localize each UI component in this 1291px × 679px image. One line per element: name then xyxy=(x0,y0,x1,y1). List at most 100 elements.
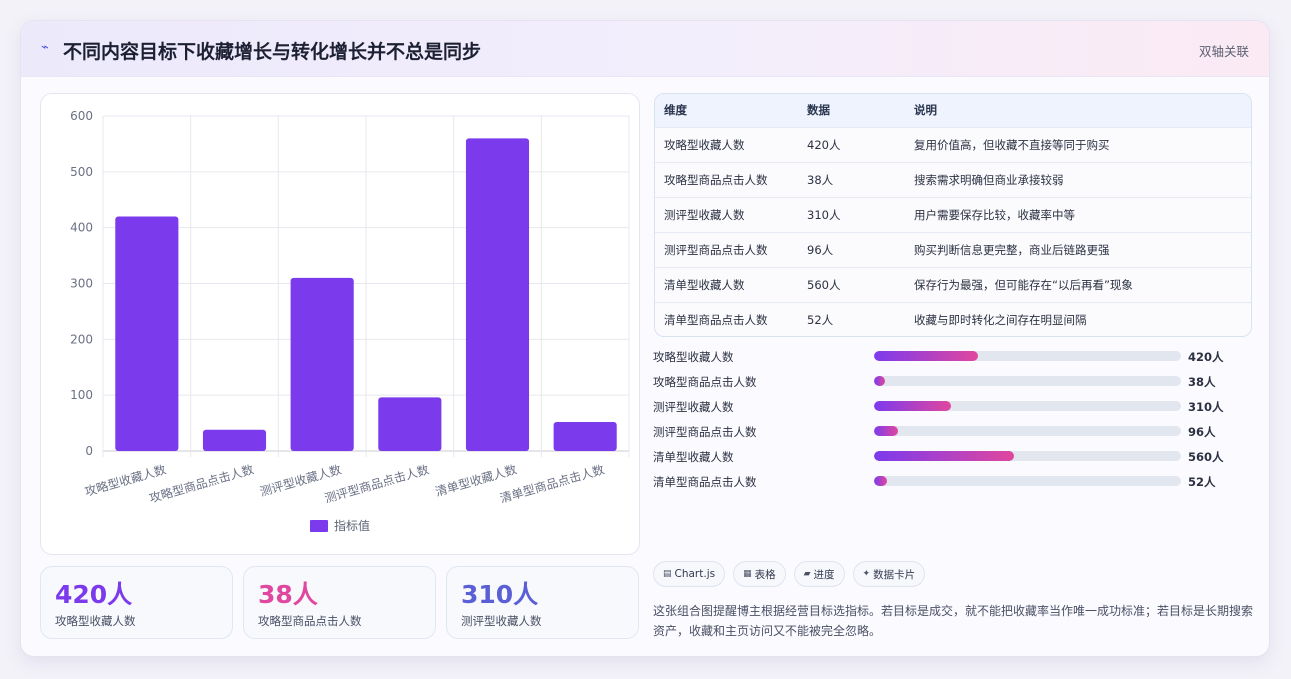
chip-label: 数据卡片 xyxy=(873,568,916,581)
progress-row: 清单型收藏人数 560人 xyxy=(653,447,1253,472)
y-tick-label: 0 xyxy=(85,444,93,458)
legend-label: 指标值 xyxy=(334,518,370,533)
y-tick-label: 500 xyxy=(70,165,93,179)
table-cell: 38人 xyxy=(807,172,834,187)
progress-track xyxy=(874,451,1181,461)
table-cell: 测评型商品点击人数 xyxy=(664,242,768,257)
progress-track xyxy=(874,401,1181,411)
progress-label: 攻略型收藏人数 xyxy=(653,350,734,364)
chip-table[interactable]: ▦ 表格 xyxy=(733,561,786,587)
data-table: 维度 数据 说明 攻略型收藏人数 420人 复用价值高，但收藏不直接等同于购买 … xyxy=(654,93,1252,337)
table-cell: 测评型收藏人数 xyxy=(664,207,745,222)
chip-progress[interactable]: ▰ 进度 xyxy=(793,561,845,587)
summary-note: 这张组合图提醒博主根据经营目标选指标。若目标是成交，就不能把收藏率当作唯一成功标… xyxy=(653,604,1254,638)
progress-label: 攻略型商品点击人数 xyxy=(653,375,757,389)
bar xyxy=(553,421,617,451)
chip-label: 表格 xyxy=(754,568,776,581)
progress-track xyxy=(874,426,1181,436)
progress-fill xyxy=(874,351,979,361)
stat-value-3: 310人 xyxy=(461,580,539,609)
trend-icon: ⌁ xyxy=(41,40,49,55)
progress-fill xyxy=(874,401,951,411)
progress-row: 攻略型收藏人数 420人 xyxy=(653,347,1253,372)
y-tick-label: 200 xyxy=(70,332,93,346)
bar xyxy=(378,397,442,451)
chip-chartjs[interactable]: ▤ Chart.js xyxy=(653,561,726,587)
bar xyxy=(290,277,354,451)
y-tick-label: 300 xyxy=(70,277,93,291)
progress-track xyxy=(874,376,1181,386)
table-cell: 420人 xyxy=(807,137,841,152)
chip-label: 进度 xyxy=(813,568,835,581)
progress-list: 攻略型收藏人数 420人 攻略型商品点击人数 38人 测评型收藏人数 310人 … xyxy=(653,347,1253,497)
table-header-row: 维度 数据 说明 xyxy=(655,94,1251,127)
table-cell: 560人 xyxy=(807,277,841,292)
table-header-dimension: 维度 xyxy=(664,103,687,118)
table-cell: 攻略型商品点击人数 xyxy=(664,172,768,187)
bar xyxy=(115,216,179,451)
bar xyxy=(465,138,530,452)
progress-row: 攻略型商品点击人数 38人 xyxy=(653,372,1253,397)
table-header-data: 数据 xyxy=(807,103,830,118)
chip-row: ▤ Chart.js ▦ 表格 ▰ 进度 ✦ 数据卡片 xyxy=(653,561,926,587)
progress-track xyxy=(874,351,1181,361)
chip-label: Chart.js xyxy=(674,568,716,580)
table-cell: 攻略型收藏人数 xyxy=(664,137,745,152)
progress-row: 测评型商品点击人数 96人 xyxy=(653,422,1253,447)
stat-value-1: 420人 xyxy=(55,580,133,609)
stat-label-2: 攻略型商品点击人数 xyxy=(258,614,362,628)
card-header: ⌁ 不同内容目标下收藏增长与转化增长并不总是同步 双轴关联 xyxy=(21,21,1269,77)
table-cell: 清单型收藏人数 xyxy=(664,277,745,292)
table-cell: 310人 xyxy=(807,207,841,222)
progress-label: 清单型商品点击人数 xyxy=(653,475,757,489)
stat-card-3: 310人 测评型收藏人数 xyxy=(446,566,639,639)
table-cell: 用户需要保存比较，收藏率中等 xyxy=(914,207,1075,222)
progress-value: 560人 xyxy=(1188,450,1224,464)
chip-data-card[interactable]: ✦ 数据卡片 xyxy=(852,561,926,587)
table-cell: 保存行为最强，但可能存在“以后再看”现象 xyxy=(914,277,1133,292)
table-row: 攻略型商品点击人数 38人 搜索需求明确但商业承接较弱 xyxy=(655,162,1251,197)
progress-value: 38人 xyxy=(1188,375,1216,389)
progress-row: 清单型商品点击人数 52人 xyxy=(653,472,1253,497)
table-row: 清单型收藏人数 560人 保存行为最强，但可能存在“以后再看”现象 xyxy=(655,267,1251,302)
progress-value: 420人 xyxy=(1188,350,1224,364)
y-tick-label: 600 xyxy=(70,109,93,123)
header-tag: 双轴关联 xyxy=(1198,44,1249,59)
page-title: 不同内容目标下收藏增长与转化增长并不总是同步 xyxy=(63,41,482,63)
progress-fill xyxy=(874,451,1014,461)
progress-icon: ▰ xyxy=(803,569,811,579)
progress-label: 测评型收藏人数 xyxy=(653,400,734,414)
table-row: 清单型商品点击人数 52人 收藏与即时转化之间存在明显间隔 xyxy=(655,302,1251,336)
table-cell: 搜索需求明确但商业承接较弱 xyxy=(914,172,1064,187)
table-header-description: 说明 xyxy=(914,103,937,118)
bar-chart-panel: 0 100 200 300 400 500 600 攻略型收藏人数 攻略型商品点击人数 测评型收藏… xyxy=(40,93,640,555)
dashboard-card: ⌁ 不同内容目标下收藏增长与转化增长并不总是同步 双轴关联 0 100 200 300… xyxy=(20,20,1270,657)
bar xyxy=(202,429,267,451)
table-row: 测评型商品点击人数 96人 购买判断信息更完整，商业后链路更强 xyxy=(655,232,1251,267)
y-tick-label: 400 xyxy=(70,221,93,235)
legend-swatch xyxy=(310,520,328,532)
stat-card-1: 420人 攻略型收藏人数 xyxy=(40,566,233,639)
progress-fill xyxy=(874,476,887,486)
table-icon: ▦ xyxy=(743,569,752,579)
sparkle-icon: ✦ xyxy=(862,569,871,579)
table-cell: 52人 xyxy=(807,312,834,327)
stat-value-2: 38人 xyxy=(258,580,318,609)
table-cell: 清单型商品点击人数 xyxy=(664,312,768,327)
table-cell: 收藏与即时转化之间存在明显间隔 xyxy=(914,312,1087,327)
chart-icon: ▤ xyxy=(663,569,672,579)
y-tick-label: 100 xyxy=(70,388,93,402)
stat-label-3: 测评型收藏人数 xyxy=(461,614,542,628)
stat-card-2: 38人 攻略型商品点击人数 xyxy=(243,566,436,639)
progress-value: 52人 xyxy=(1188,475,1216,489)
stat-label-1: 攻略型收藏人数 xyxy=(55,614,136,628)
progress-label: 清单型收藏人数 xyxy=(653,450,734,464)
table-cell: 购买判断信息更完整，商业后链路更强 xyxy=(914,242,1110,257)
table-cell: 96人 xyxy=(807,242,834,257)
progress-value: 96人 xyxy=(1188,425,1216,439)
table-row: 攻略型收藏人数 420人 复用价值高，但收藏不直接等同于购买 xyxy=(655,127,1251,162)
progress-fill xyxy=(874,376,885,386)
progress-value: 310人 xyxy=(1188,400,1224,414)
table-cell: 复用价值高，但收藏不直接等同于购买 xyxy=(914,137,1110,152)
